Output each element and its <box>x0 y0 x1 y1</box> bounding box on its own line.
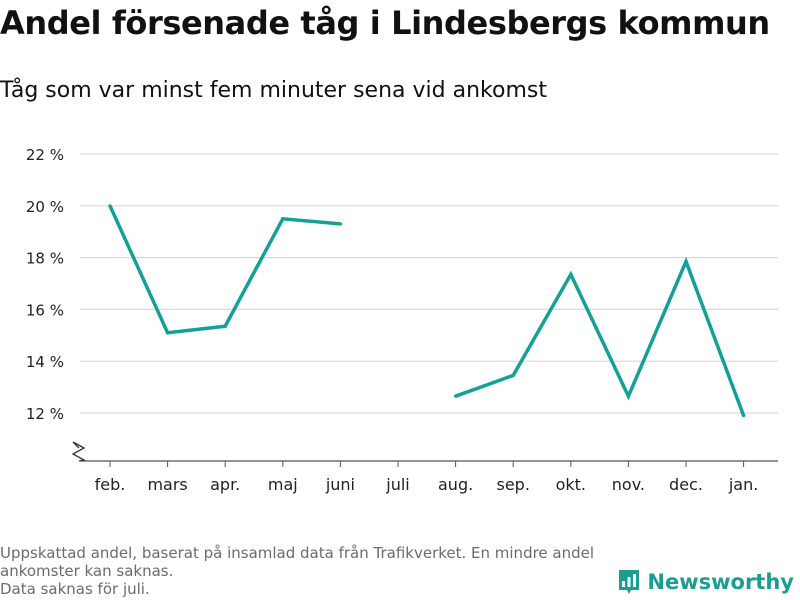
axis-break-icon <box>71 441 86 462</box>
x-tick-label: aug. <box>438 475 473 494</box>
x-tick-label: feb. <box>95 475 126 494</box>
x-tick-label: okt. <box>556 475 586 494</box>
y-axis-ticks: 12 % 14 % 16 % 18 % 20 % 22 % <box>26 146 64 423</box>
series-line-segment <box>108 205 341 335</box>
footnote-missing-data: Data saknas för juli. <box>0 580 150 598</box>
series-line-segment <box>455 256 746 417</box>
y-tick-label: 20 % <box>26 198 64 216</box>
chart-subtitle: Tåg som var minst fem minuter sena vid a… <box>0 78 547 103</box>
data-point <box>684 259 688 264</box>
x-tick-label: juni <box>325 475 355 494</box>
data-point <box>454 394 458 398</box>
data-point <box>223 324 227 328</box>
x-tick-label: sep. <box>496 475 529 494</box>
data-point <box>626 394 631 398</box>
data-point <box>338 222 342 226</box>
data-point <box>166 331 170 335</box>
chart-title: Andel försenade tåg i Lindesbergs kommun <box>0 4 770 42</box>
x-tick-label: apr. <box>210 475 240 494</box>
y-tick-label: 12 % <box>26 405 64 423</box>
data-point <box>108 204 112 208</box>
grid-lines <box>80 153 778 414</box>
footnote-source: Uppskattad andel, baserat på insamlad da… <box>0 544 595 580</box>
y-tick-label: 16 % <box>26 301 64 319</box>
x-tick-label: mars <box>147 475 187 494</box>
x-tick-label: maj <box>268 475 298 494</box>
x-tick-label: dec. <box>669 475 703 494</box>
y-tick-label: 18 % <box>26 250 64 268</box>
y-tick-label: 14 % <box>26 353 64 371</box>
x-tick-label: jan. <box>728 475 758 494</box>
brand-name: Newsworthy <box>647 570 794 594</box>
data-point <box>281 217 285 221</box>
y-tick-label: 22 % <box>26 146 64 164</box>
newsworthy-logo: Newsworthy <box>617 568 794 596</box>
data-point <box>742 413 746 418</box>
data-point <box>511 373 515 378</box>
chart-footnote: Uppskattad andel, baserat på insamlad da… <box>0 544 640 598</box>
x-tick-label: nov. <box>612 475 645 494</box>
data-point <box>569 272 573 277</box>
x-axis: feb. mars apr. maj juni juli aug. sep. okt. nov. d… <box>71 441 778 494</box>
x-tick-label: juli <box>385 475 409 494</box>
bar-chart-icon <box>619 570 640 594</box>
line-chart: 12 % 14 % 16 % 18 % 20 % 22 % feb. mars apr. maj… <box>26 146 778 494</box>
series-lines <box>108 204 746 418</box>
